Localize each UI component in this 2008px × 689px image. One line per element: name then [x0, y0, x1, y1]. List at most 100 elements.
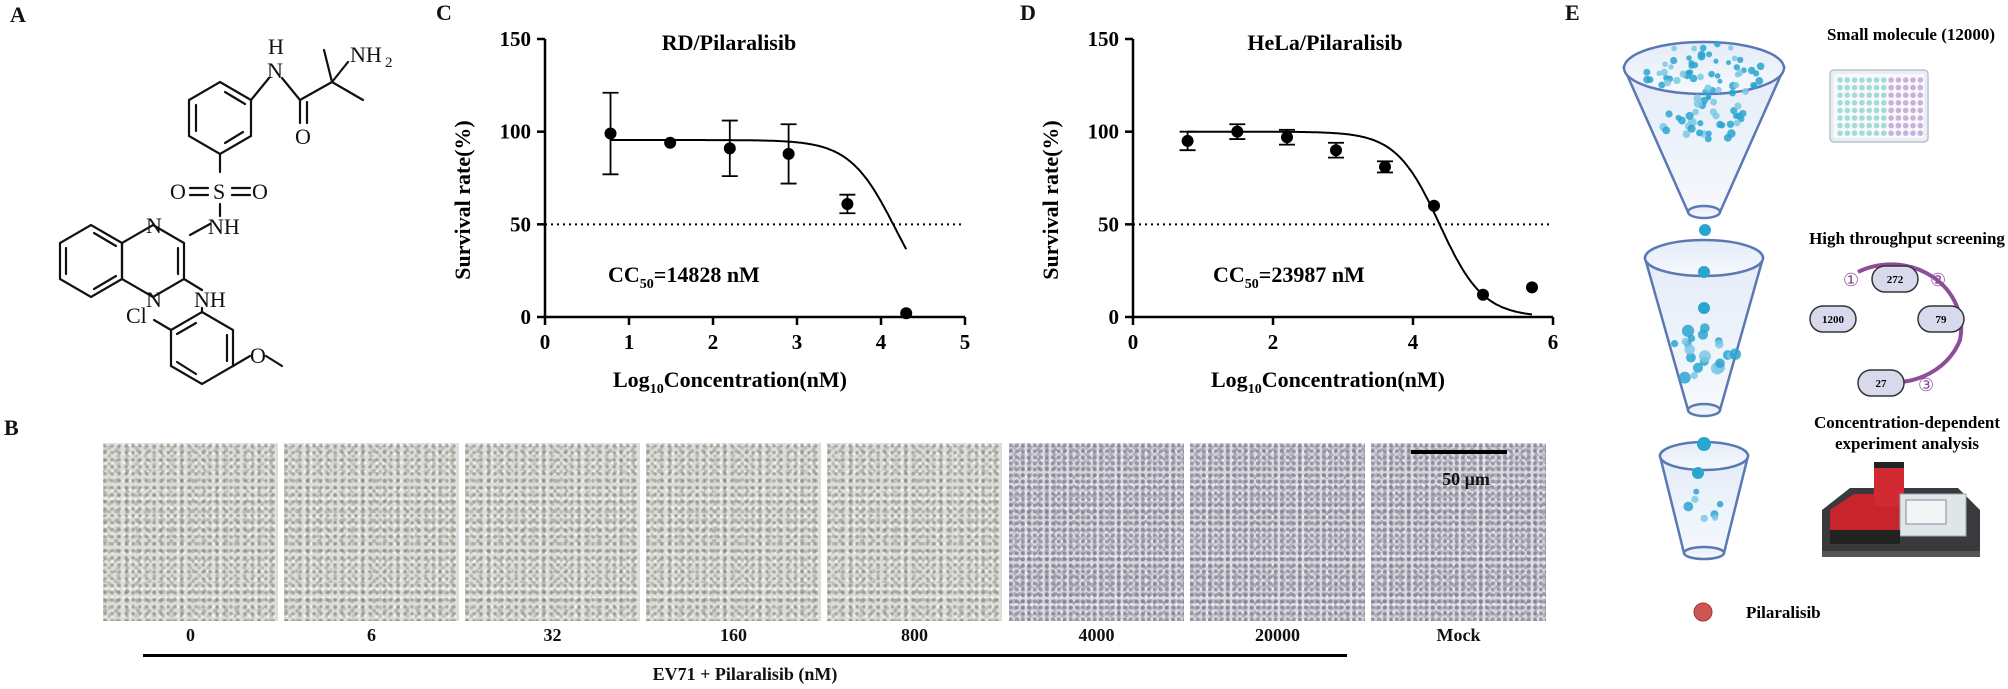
- molecule-dot: [1747, 66, 1756, 75]
- plate-well: [1910, 115, 1916, 121]
- plate-well: [1851, 122, 1858, 129]
- molecule-dot: [1683, 501, 1694, 512]
- molecule-dot: [1697, 50, 1706, 59]
- pilaralisib-legend-dot: [1693, 602, 1713, 622]
- plate-well: [1888, 100, 1894, 106]
- micrograph-4000: [1009, 443, 1184, 621]
- plate-well: [1895, 115, 1902, 121]
- plate-well: [1851, 92, 1858, 98]
- molecule-dot: [1662, 61, 1668, 68]
- step-circle-1: ①: [1843, 270, 1859, 290]
- data-point: [841, 197, 854, 210]
- plate-well: [1902, 77, 1909, 83]
- x-tick-label: 2: [708, 330, 719, 354]
- molecule-dot: [1663, 79, 1672, 87]
- funnel-3: [1658, 440, 1750, 561]
- plate-well: [1844, 100, 1851, 106]
- legend-label-pilaralisib: Pilaralisib: [1746, 603, 1821, 622]
- micrograph-160: [646, 443, 821, 621]
- molecule-dot: [1697, 437, 1711, 451]
- molecule-dot: [1735, 112, 1743, 120]
- plate-well: [1851, 115, 1858, 121]
- x-axis-label: Log10Concentration(nM): [1211, 367, 1445, 397]
- molecule-dot: [1726, 120, 1735, 128]
- plate-well: [1895, 122, 1902, 129]
- scale-bar: [1411, 450, 1507, 454]
- atom-n-ring1: N: [146, 213, 162, 238]
- data-point: [1379, 160, 1391, 173]
- plate-well: [1866, 115, 1872, 121]
- plate-well: [1873, 115, 1880, 121]
- plate-well: [1902, 122, 1909, 129]
- molecule-dot: [1679, 70, 1687, 78]
- plate-well: [1844, 77, 1851, 83]
- step-label-hts: High throughput screening: [1809, 229, 2005, 248]
- molecule-dot: [1670, 56, 1678, 65]
- molecule-dot: [1643, 68, 1651, 76]
- plate-well: [1902, 100, 1909, 106]
- molecule-dot: [1685, 352, 1696, 363]
- molecule-dot: [1723, 133, 1732, 142]
- molecule-dot: [1705, 130, 1712, 137]
- molecule-dot: [1734, 102, 1742, 110]
- plate-well: [1917, 130, 1924, 136]
- concentration-label-mock: Mock: [1436, 625, 1481, 645]
- plate-well: [1895, 107, 1902, 114]
- molecule-dot: [1733, 64, 1741, 71]
- micrograph-32: [465, 443, 640, 621]
- fit-curve: [610, 139, 908, 250]
- micrograph-6: [284, 443, 459, 621]
- plate-well: [1859, 84, 1865, 91]
- plate-well: [1902, 130, 1909, 136]
- molecule-dot: [1713, 58, 1719, 64]
- molecule-dot: [1690, 371, 1698, 380]
- molecule-dot: [1732, 82, 1740, 89]
- chart-title: RD/Pilaralisib: [662, 30, 796, 55]
- plate-well: [1888, 115, 1894, 121]
- panel-label-b: B: [4, 415, 19, 440]
- plate-well: [1895, 84, 1902, 91]
- plate-well: [1837, 92, 1843, 98]
- plate-well: [1902, 84, 1909, 91]
- plate-well: [1844, 84, 1851, 91]
- plate-well: [1851, 77, 1858, 83]
- x-tick-label: 0: [1128, 330, 1139, 354]
- x-tick-label: 4: [1408, 330, 1419, 354]
- y-tick-label: 150: [1088, 27, 1120, 51]
- screening-workflow: 1200 272 79 27 ① ② ③ Small molecule (120…: [1622, 25, 2005, 622]
- molecule-dot: [1685, 69, 1692, 76]
- molecule-dot: [1692, 362, 1704, 373]
- plate-well: [1895, 92, 1902, 98]
- atom-n-ring2: N: [146, 287, 162, 312]
- plate-well: [1888, 84, 1894, 91]
- data-point: [1181, 134, 1194, 147]
- molecule-dot: [1688, 62, 1695, 69]
- plate-well: [1881, 107, 1887, 114]
- plate-well: [1910, 77, 1916, 83]
- step-circle-3: ③: [1918, 375, 1934, 395]
- chart-hela-pilaralisib: HeLa/Pilaralisib Survival rate(%) Log10C…: [1038, 27, 1558, 397]
- data-point: [664, 136, 677, 149]
- molecule-dot: [1716, 500, 1724, 508]
- molecule-dot: [1715, 358, 1725, 368]
- group-label: EV71 + Pilaralisib (nM): [652, 664, 838, 684]
- plate-well: [1881, 77, 1887, 83]
- molecule-dot: [1715, 86, 1722, 94]
- molecule-dot: [1693, 488, 1700, 495]
- count-27: 27: [1876, 378, 1888, 390]
- molecule-dot: [1714, 40, 1721, 48]
- plate-well: [1859, 115, 1865, 121]
- plate-well: [1851, 130, 1858, 136]
- molecule-dot: [1725, 60, 1732, 66]
- molecule-dot: [1660, 68, 1669, 77]
- plate-well: [1902, 115, 1909, 121]
- plate-well: [1881, 92, 1887, 98]
- molecule-dot: [1756, 62, 1765, 71]
- plate-well: [1917, 115, 1924, 121]
- step-label-small-molecule: Small molecule (12000): [1827, 25, 1995, 44]
- molecule-dot: [1710, 98, 1718, 106]
- molecule-dot: [1697, 120, 1704, 127]
- screening-cycle: 1200 272 79 27 ① ② ③: [1809, 262, 1965, 397]
- plate-well: [1881, 115, 1887, 121]
- molecule-dot: [1685, 111, 1694, 120]
